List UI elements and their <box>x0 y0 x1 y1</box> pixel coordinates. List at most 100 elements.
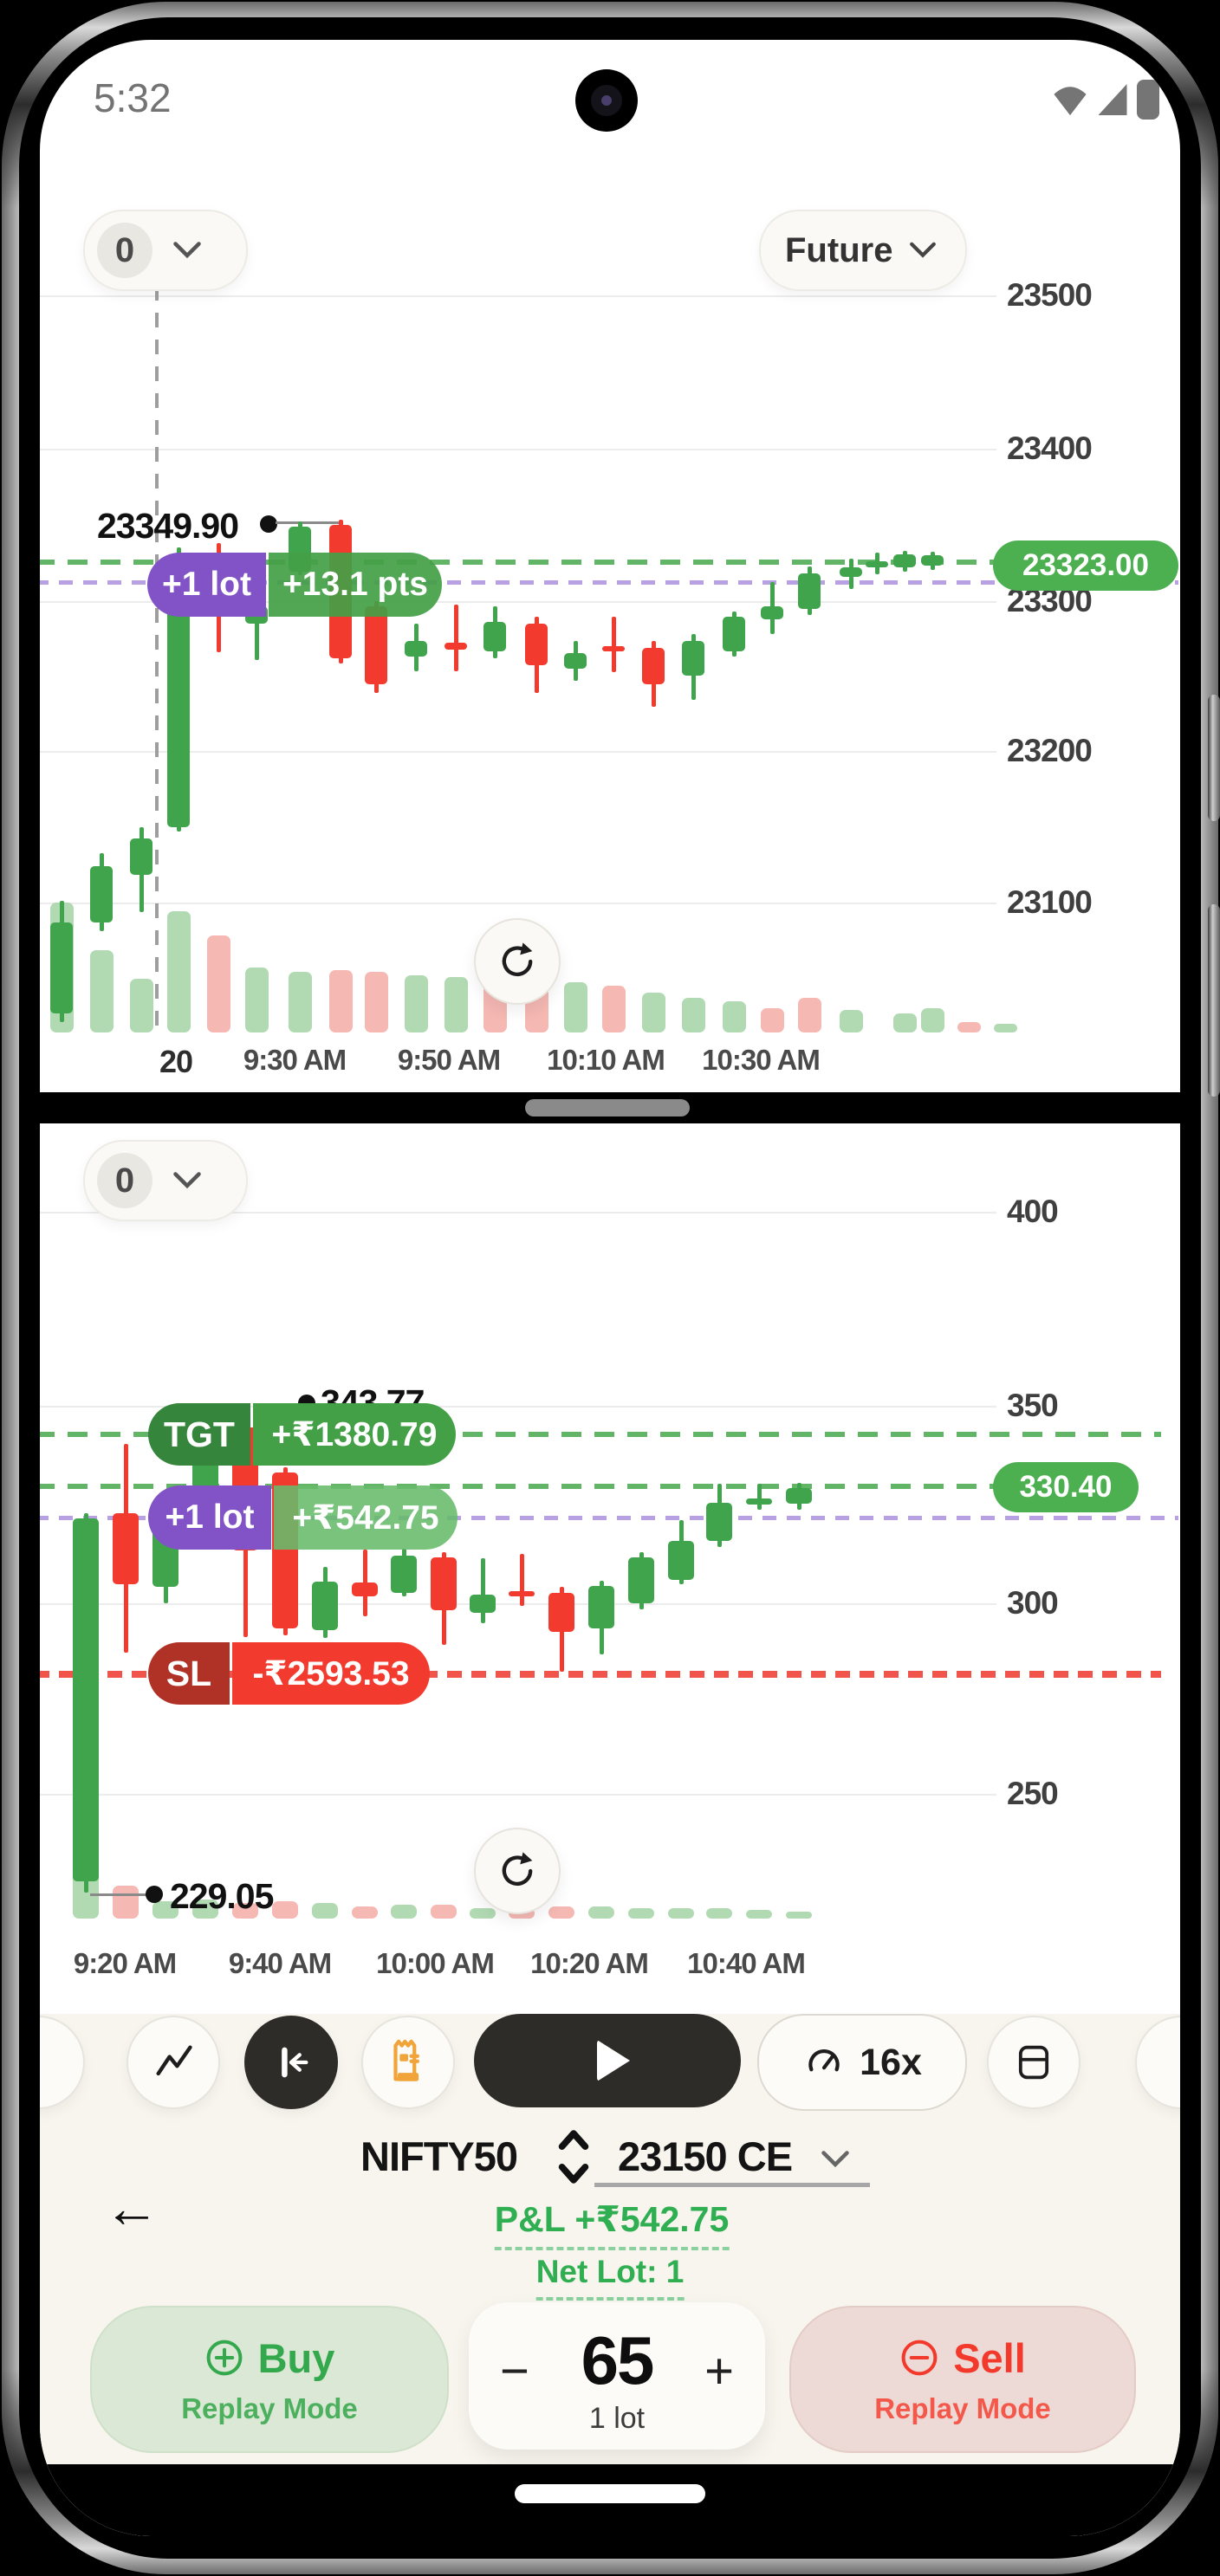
chevron-down-icon <box>910 242 937 258</box>
pnl-link[interactable]: P&L +₹542.75 <box>494 2198 730 2250</box>
replay-speed-button[interactable]: 16x <box>757 2014 967 2111</box>
candle-body <box>525 624 548 665</box>
home-indicator[interactable] <box>515 2484 705 2503</box>
volume-bar <box>681 998 705 1032</box>
candle-wick <box>454 605 458 671</box>
power-button <box>1208 904 1220 1097</box>
swap-vertical-icon[interactable] <box>551 2129 596 2184</box>
sell-button[interactable]: Sell Replay Mode <box>789 2306 1136 2453</box>
volume-bar <box>206 935 230 1032</box>
skip-to-start-icon <box>282 2047 308 2078</box>
signal-icon <box>1098 84 1127 115</box>
y-axis-label: 23200 <box>1007 733 1093 768</box>
trendline-icon <box>156 2045 192 2076</box>
increase-quantity-button[interactable]: + <box>704 2343 734 2400</box>
volume-bar <box>312 1903 338 1919</box>
volume-bar <box>89 950 114 1032</box>
candle-wick <box>520 1554 524 1606</box>
entry-price-line <box>40 1516 1178 1520</box>
candle-body <box>628 1557 654 1603</box>
gridline <box>40 1406 996 1408</box>
contract-label[interactable]: 23150 CE <box>618 2133 793 2179</box>
stoploss-badge[interactable]: SL <box>148 1642 230 1705</box>
current-price-tag: 23323.00 <box>993 540 1178 591</box>
low-price-label: 229.05 <box>170 1876 274 1916</box>
candle-body <box>483 622 506 651</box>
candle-body <box>723 617 745 651</box>
volume-bar <box>192 1900 218 1919</box>
candle-body <box>893 554 916 567</box>
trendline-tool-button[interactable] <box>127 2016 220 2109</box>
gridline <box>40 295 996 297</box>
y-axis-label: 300 <box>1007 1585 1059 1621</box>
lot-size-label: 1 lot <box>588 2402 646 2435</box>
x-axis-label: 10:10 AM <box>547 1044 665 1076</box>
points-badge[interactable]: +13.1 pts <box>269 553 442 617</box>
volume-bar <box>588 1906 614 1919</box>
back-arrow[interactable]: ← <box>104 2177 159 2239</box>
buy-sub-label: Replay Mode <box>181 2392 358 2424</box>
gridline <box>40 751 996 753</box>
instrument-value: Future <box>785 230 893 269</box>
interval-dropdown-bottom[interactable]: 0 <box>83 1140 248 1221</box>
layout-split-button[interactable] <box>987 2016 1080 2109</box>
volume-bar <box>760 1008 784 1032</box>
decrease-quantity-button[interactable]: − <box>500 2343 529 2400</box>
receipt-icon <box>393 2039 419 2081</box>
candle-body <box>470 1595 496 1613</box>
target-badge[interactable]: TGT <box>148 1403 250 1466</box>
candle-body <box>588 1586 614 1628</box>
volume-bar <box>232 1903 258 1919</box>
interval-value: 0 <box>97 223 152 278</box>
volume-bar <box>746 1910 772 1919</box>
candle-body <box>840 567 862 577</box>
volume-bar <box>563 982 587 1032</box>
x-axis-label: 10:00 AM <box>376 1947 495 1979</box>
skip-to-start-button[interactable] <box>244 2016 338 2109</box>
replay-refresh-button[interactable] <box>474 918 561 1005</box>
option-chart: 400 350 300 250 9:20 AM 9:40 AM 10:00 AM 10:20 … <box>40 40 1180 2536</box>
chevron-down-icon[interactable] <box>820 2148 851 2171</box>
volume-bar <box>113 1886 139 1919</box>
gridline <box>40 601 996 603</box>
orders-log-button[interactable] <box>361 2016 455 2109</box>
entry-price-line <box>40 580 1178 585</box>
volume-bar <box>152 1901 178 1919</box>
candle-body <box>668 1541 694 1580</box>
volume-button <box>1208 695 1220 821</box>
interval-dropdown[interactable]: 0 <box>83 210 248 291</box>
volume-bar <box>601 986 626 1032</box>
candle-wick <box>481 1558 485 1623</box>
stoploss-line <box>40 1671 1161 1678</box>
speedometer-icon <box>808 2049 840 2072</box>
y-axis-label: 23500 <box>1007 277 1093 313</box>
divider-drag-handle[interactable] <box>525 1099 690 1116</box>
lot-badge-bottom[interactable]: +1 lot <box>148 1485 271 1550</box>
net-lot-link[interactable]: Net Lot: 1 <box>535 2254 685 2301</box>
interval-value-bottom: 0 <box>97 1153 152 1208</box>
lot-badge[interactable]: +1 lot <box>147 553 266 617</box>
current-price-tag-bottom: 330.40 <box>993 1462 1139 1512</box>
y-axis-label: 250 <box>1007 1776 1059 1811</box>
candle-body <box>73 1518 99 1881</box>
buy-button[interactable]: Buy Replay Mode <box>90 2306 449 2453</box>
status-time: 5:32 <box>94 75 172 120</box>
play-button[interactable] <box>474 2014 741 2107</box>
symbol-label[interactable]: NIFTY50 <box>360 2133 518 2179</box>
volume-bar <box>470 1908 496 1919</box>
volume-bar <box>129 979 153 1032</box>
candle-body <box>312 1582 338 1630</box>
instrument-dropdown[interactable]: Future <box>759 210 967 291</box>
refresh-icon <box>502 1852 533 1886</box>
x-axis-label: 10:40 AM <box>687 1947 806 1979</box>
wifi-icon <box>1054 87 1087 116</box>
target-line <box>40 1432 1161 1437</box>
candle-body <box>352 1582 378 1596</box>
quantity-value[interactable]: 65 <box>581 2322 655 2398</box>
volume-bar <box>352 1906 378 1919</box>
volume-bar <box>641 993 665 1032</box>
replay-refresh-button-bottom[interactable] <box>474 1828 561 1914</box>
current-price-line <box>40 560 996 565</box>
high-price-label: 23349.90 <box>97 506 239 546</box>
candle-body <box>431 1557 457 1610</box>
